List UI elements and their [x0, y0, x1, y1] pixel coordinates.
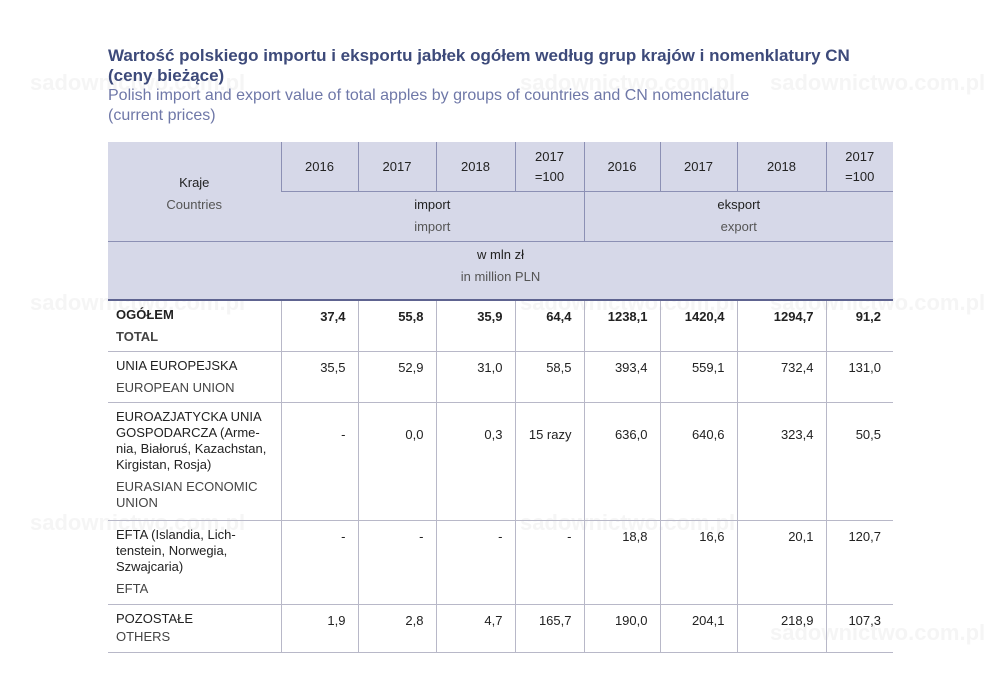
table-cell: 50,5 — [825, 402, 893, 521]
table-cell: 165,7 — [514, 604, 584, 653]
export-index-header: 2017 =100 — [825, 142, 893, 192]
import-year-header: 2017 — [357, 142, 436, 192]
export-label-pl: eksport — [717, 197, 761, 212]
countries-header: Kraje Countries — [108, 142, 281, 242]
table-row-eu: UNIA EUROPEJSKA EUROPEAN UNION 35,5 52,9… — [108, 351, 893, 403]
table-cell: 15 razy — [514, 402, 584, 521]
table-row-others: POZOSTAŁE OTHERS 1,9 2,8 4,7 165,7 190,0… — [108, 604, 893, 653]
row-label-en: EUROPEAN UNION — [116, 380, 235, 395]
table-cell: 35,9 — [435, 300, 515, 352]
table-cell: 18,8 — [583, 520, 660, 605]
table-cell: 190,0 — [583, 604, 660, 653]
table-cell: 20,1 — [736, 520, 826, 605]
table-cell: 55,8 — [357, 300, 436, 352]
import-label-pl: import — [414, 197, 451, 212]
table-cell: 120,7 — [825, 520, 893, 605]
row-label-en: EFTA — [116, 581, 149, 596]
table-cell: - — [280, 520, 358, 605]
table-cell: 16,6 — [659, 520, 737, 605]
table-cell: 1,9 — [280, 604, 358, 653]
table-cell: 31,0 — [435, 351, 515, 403]
table-cell: 393,4 — [583, 351, 660, 403]
import-label-en: import — [414, 219, 451, 234]
row-label: OGÓŁEM TOTAL — [108, 300, 281, 352]
title-block: Wartość polskiego importu i eksportu jab… — [108, 46, 908, 126]
table-cell: 218,9 — [736, 604, 826, 653]
import-year-header: 2018 — [435, 142, 515, 192]
table-cell: 640,6 — [659, 402, 737, 521]
table-cell: 52,9 — [357, 351, 436, 403]
export-year-header: 2018 — [736, 142, 826, 192]
row-label-en: EURASIAN ECONOMIC UNION — [116, 479, 258, 510]
table-cell: 559,1 — [659, 351, 737, 403]
unit-header: w mln zł in million PLN — [108, 241, 893, 301]
table-cell: - — [435, 520, 515, 605]
table-cell: 0,0 — [357, 402, 436, 521]
table-cell: 1420,4 — [659, 300, 737, 352]
import-group-header: import import — [281, 191, 584, 242]
index-line1: 2017 — [535, 148, 564, 164]
export-year-header: 2016 — [583, 142, 660, 192]
table-cell: 35,5 — [280, 351, 358, 403]
import-year-header: 2016 — [280, 142, 358, 192]
index-line1: 2017 — [845, 148, 875, 164]
table-cell: 732,4 — [736, 351, 826, 403]
unit-label-en: in million PLN — [460, 269, 541, 284]
table-row-efta: EFTA (Islandia, Lich-tenstein, Norwegia,… — [108, 520, 893, 605]
table-cell: 323,4 — [736, 402, 826, 521]
table-cell: 204,1 — [659, 604, 737, 653]
import-index-header: 2017 =100 — [514, 142, 584, 192]
data-table: Kraje Countries 2016 2017 2018 2017 =100… — [108, 142, 893, 653]
row-label: UNIA EUROPEJSKA EUROPEAN UNION — [108, 351, 281, 403]
row-label-pl: EUROAZJATYCKA UNIA GOSPODARCZA (Arme-nia… — [116, 409, 267, 472]
table-cell: 91,2 — [825, 300, 893, 352]
row-label-pl: EFTA (Islandia, Lich-tenstein, Norwegia,… — [116, 527, 236, 574]
index-line2: =100 — [534, 168, 565, 184]
title-english-line2: (current prices) — [108, 107, 216, 124]
header-group-row: import import eksport export — [108, 191, 893, 242]
row-label-pl: OGÓŁEM — [116, 307, 174, 322]
row-label-pl: UNIA EUROPEJSKA — [116, 358, 238, 373]
title-polish-line2: (ceny bieżące) — [108, 66, 225, 85]
title-english-line1: Polish import and export value of total … — [108, 87, 750, 104]
row-label: POZOSTAŁE OTHERS — [108, 604, 281, 653]
countries-header-en: Countries — [166, 196, 223, 212]
row-label: EUROAZJATYCKA UNIA GOSPODARCZA (Arme-nia… — [108, 402, 281, 521]
table-cell: 58,5 — [514, 351, 584, 403]
table-cell: 37,4 — [280, 300, 358, 352]
table-row-eaeu: EUROAZJATYCKA UNIA GOSPODARCZA (Arme-nia… — [108, 402, 893, 521]
header-unit-row: w mln zł in million PLN — [108, 241, 893, 301]
unit-label-pl: w mln zł — [477, 247, 524, 262]
row-label-en: TOTAL — [116, 329, 159, 344]
index-line2: =100 — [845, 168, 875, 184]
table-cell: 107,3 — [825, 604, 893, 653]
row-label-en: OTHERS — [116, 629, 171, 644]
export-year-header: 2017 — [659, 142, 737, 192]
export-group-header: eksport export — [583, 191, 893, 242]
countries-header-pl: Kraje — [179, 174, 210, 190]
table-cell: 4,7 — [435, 604, 515, 653]
table-cell: - — [280, 402, 358, 521]
table-cell: 1294,7 — [736, 300, 826, 352]
title-polish-line1: Wartość polskiego importu i eksportu jab… — [108, 46, 850, 65]
table-cell: 2,8 — [357, 604, 436, 653]
table-cell: 64,4 — [514, 300, 584, 352]
row-label: EFTA (Islandia, Lich-tenstein, Norwegia,… — [108, 520, 281, 605]
row-label-pl: POZOSTAŁE — [116, 611, 194, 626]
table-cell: 0,3 — [435, 402, 515, 521]
table-row-total: OGÓŁEM TOTAL 37,4 55,8 35,9 64,4 1238,1 … — [108, 300, 893, 352]
export-label-en: export — [720, 219, 757, 234]
table-cell: 131,0 — [825, 351, 893, 403]
table-cell: 1238,1 — [583, 300, 660, 352]
table-cell: - — [514, 520, 584, 605]
table-cell: - — [357, 520, 436, 605]
header-years-row: Kraje Countries 2016 2017 2018 2017 =100… — [108, 142, 893, 242]
table-cell: 636,0 — [583, 402, 660, 521]
